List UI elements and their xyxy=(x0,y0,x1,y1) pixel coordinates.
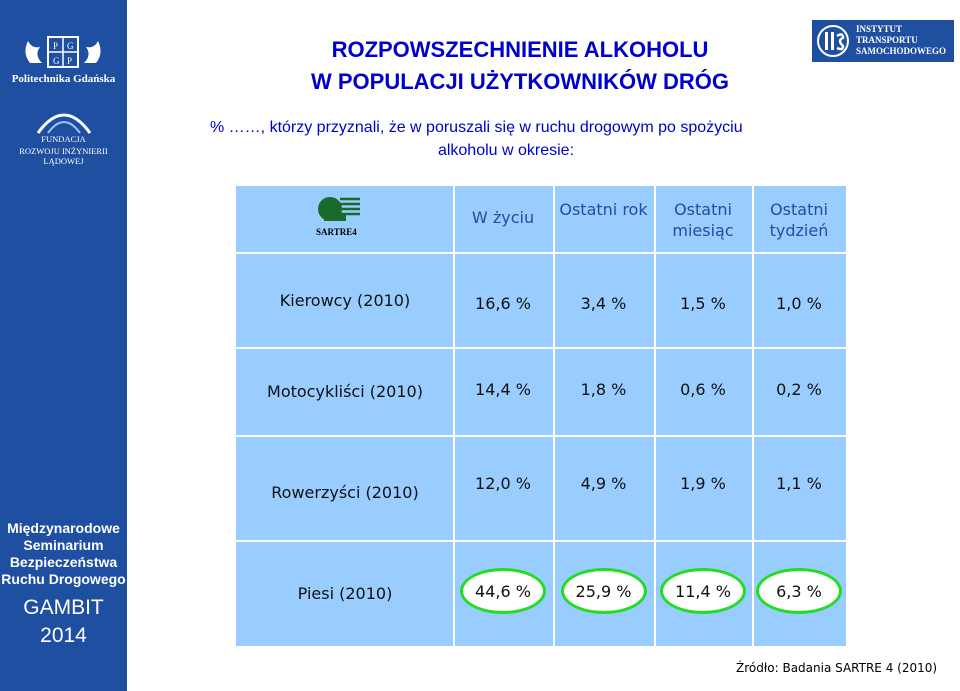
cell-value: 25,9 % xyxy=(575,582,632,601)
svg-text:G: G xyxy=(53,56,60,66)
row-label-cyclists: Rowerzyści (2010) xyxy=(271,483,419,502)
col-header-last-week: Ostatni tydzień xyxy=(769,200,829,240)
page-title-line1: ROZPOWSZECHNIENIE ALKOHOLU xyxy=(331,37,709,62)
highlight-oval xyxy=(460,568,546,614)
cell-value: 6,3 % xyxy=(776,582,822,601)
cell-value: 12,0 % xyxy=(475,474,531,493)
its-institute-logo: INSTYTUT TRANSPORTU SAMOCHODOWEGO xyxy=(812,20,954,62)
col-header-last-month: Ostatni miesiąc xyxy=(672,200,734,240)
sartre-logo-text: SARTRE4 xyxy=(316,227,357,237)
highlight-oval xyxy=(561,568,647,614)
its-emblem-icon xyxy=(817,25,849,57)
subtitle-line1: % ……, którzy przyznali, że w poruszali s… xyxy=(210,119,743,136)
gambit-label: GAMBIT xyxy=(23,596,104,619)
page-title-line2: W POPULACJI UŻYTKOWNIKÓW DRÓG xyxy=(311,69,729,94)
svg-text:P: P xyxy=(67,56,72,66)
table-divider xyxy=(553,186,555,646)
sidebar: P G G P Politechnika Gdańska FUNDACJA RO… xyxy=(0,0,127,691)
seminar-line-4: Ruchu Drogowego xyxy=(1,571,126,587)
institute-line3: SAMOCHODOWEGO xyxy=(856,46,947,56)
cell-value: 11,4 % xyxy=(675,582,731,601)
year-label: 2014 xyxy=(40,624,87,647)
highlight-oval xyxy=(756,568,842,614)
row-label-drivers: Kierowcy (2010) xyxy=(279,291,411,310)
table-divider xyxy=(752,186,754,646)
institute-line2: TRANSPORTU xyxy=(856,35,918,45)
results-table xyxy=(236,186,846,646)
row-label-pedestrians: Piesi (2010) xyxy=(297,584,393,603)
seminar-line-2: Seminarium xyxy=(23,537,104,553)
politechnika-name: Politechnika Gdańska xyxy=(11,73,116,85)
row-label-motorcyclists: Motocykliści (2010) xyxy=(267,382,423,401)
cell-value: 1,8 % xyxy=(580,380,627,399)
table-divider xyxy=(236,347,846,349)
institute-line1: INSTYTUT xyxy=(856,24,903,34)
cell-value: 16,6 % xyxy=(475,294,531,313)
cell-value: 14,4 % xyxy=(475,380,531,399)
foundation-name-line2: ROZWOJU INŻYNIERII LĄDOWEJ xyxy=(19,146,108,166)
cell-value: 3,4 % xyxy=(580,294,627,313)
foundation-name-line1: FUNDACJA xyxy=(41,134,86,144)
col-header-last-year: Ostatni rok xyxy=(559,200,648,219)
svg-text:G: G xyxy=(67,41,74,51)
table-divider xyxy=(654,186,656,646)
table-divider xyxy=(236,435,846,437)
cell-value: 1,0 % xyxy=(776,294,822,313)
svg-text:P: P xyxy=(53,41,58,51)
sartre-logo: SARTRE4 xyxy=(316,197,360,237)
cell-value: 4,9 % xyxy=(580,474,627,493)
politechnika-crest-logo: P G G P xyxy=(25,36,101,68)
source-note: Źródło: Badania SARTRE 4 (2010) xyxy=(736,661,938,675)
col-header-lifetime: W życiu xyxy=(471,208,535,227)
subtitle-line2: alkoholu w okresie: xyxy=(437,142,575,159)
cell-value: 1,1 % xyxy=(776,474,822,493)
cell-value: 0,6 % xyxy=(680,380,726,399)
highlight-oval xyxy=(660,568,746,614)
foundation-bridge-logo xyxy=(36,113,92,134)
cell-value: 44,6 % xyxy=(475,582,531,601)
seminar-line-3: Bezpieczeństwa xyxy=(9,554,118,570)
cell-value: 0,2 % xyxy=(776,380,822,399)
table-divider xyxy=(236,540,846,542)
table-divider xyxy=(236,252,846,254)
cell-value: 1,5 % xyxy=(680,294,726,313)
seminar-line-1: Międzynarodowe xyxy=(7,520,120,536)
subtitle-line2-wrap: alkoholu w okresie: xyxy=(0,142,960,160)
table-divider xyxy=(453,186,455,646)
cell-value: 1,9 % xyxy=(680,474,726,493)
